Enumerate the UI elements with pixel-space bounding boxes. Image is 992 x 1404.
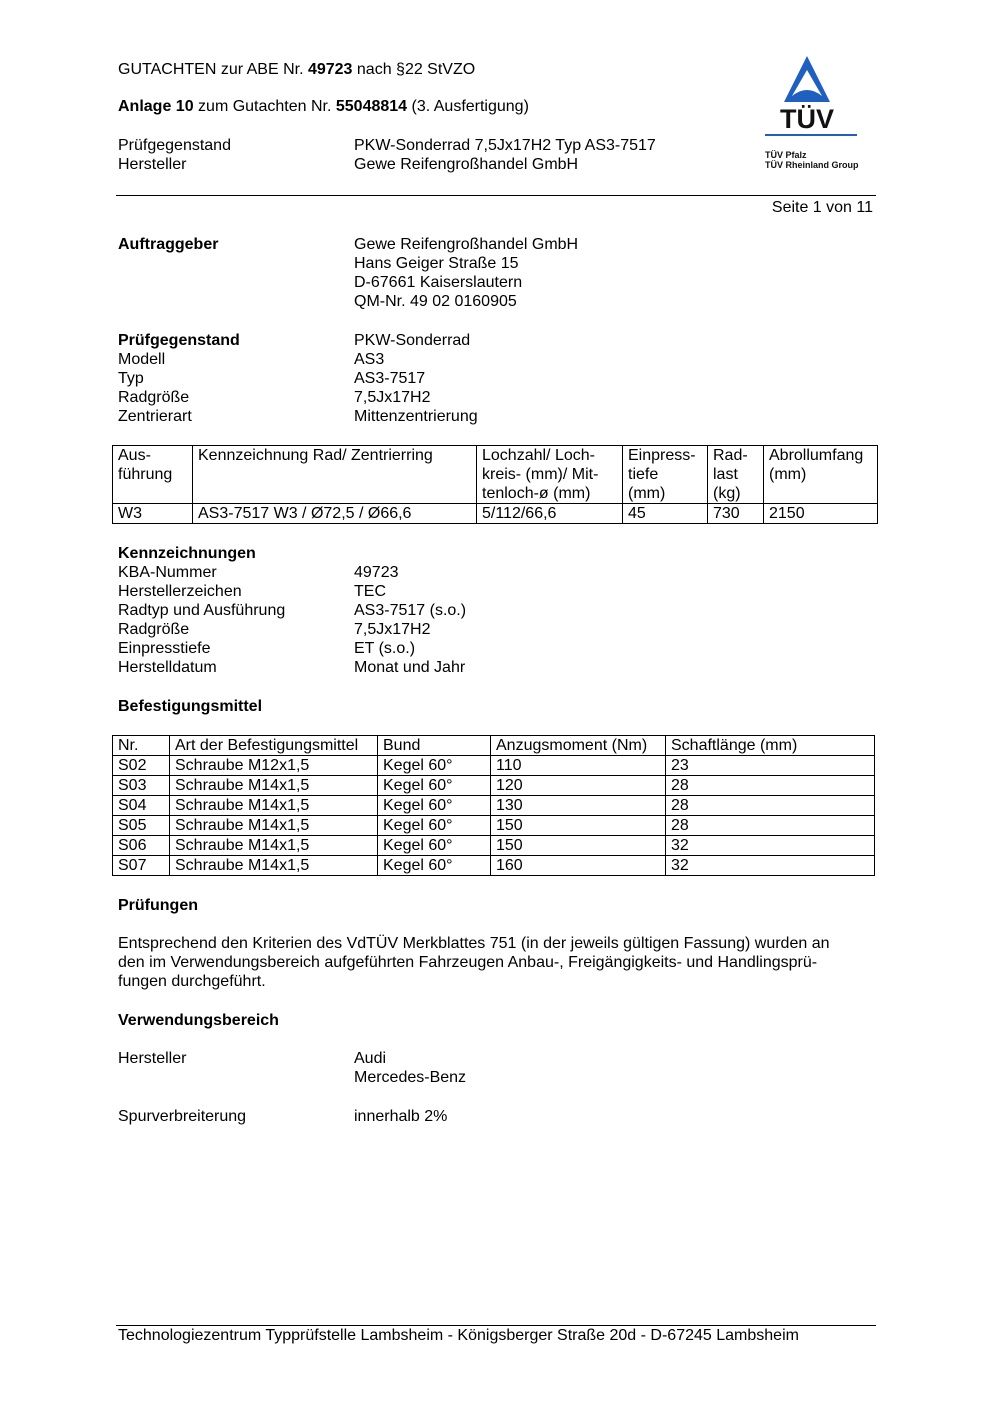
verwendungsbereich-heading: Verwendungsbereich <box>118 1012 279 1029</box>
table-row: S05 Schraube M14x1,5 Kegel 60° 150 28 <box>112 815 875 836</box>
document-title: GUTACHTEN zur ABE Nr. 49723 nach §22 StV… <box>118 61 476 78</box>
table-row: S03 Schraube M14x1,5 Kegel 60° 120 28 <box>112 775 875 796</box>
fastener-table: Nr. Art der Befestigungsmittel Bund Anzu… <box>112 735 875 876</box>
footer-divider <box>116 1325 876 1326</box>
table-row: S07 Schraube M14x1,5 Kegel 60° 160 32 <box>112 855 875 876</box>
annex-line: Anlage 10 zum Gutachten Nr. 55048814 (3.… <box>118 98 529 115</box>
table-row: S04 Schraube M14x1,5 Kegel 60° 130 28 <box>112 795 875 816</box>
svg-text:TÜV Pfalz: TÜV Pfalz <box>765 150 807 160</box>
pruefgegenstand-section: Prüfgegenstand PKW-Sonderrad Modell AS3 Ty… <box>118 332 478 425</box>
pruefungen-heading: Prüfungen <box>118 897 198 914</box>
befestigung-heading: Befestigungsmittel <box>118 698 263 715</box>
page-number: Seite 1 von 11 <box>771 199 873 216</box>
footer-address: Technologiezentrum Typprüfstelle Lambshe… <box>118 1327 799 1344</box>
tuv-logo: TÜV TÜV Pfalz TÜV Rheinland Group <box>752 54 862 179</box>
header-divider <box>116 195 876 196</box>
table-row: S02 Schraube M12x1,5 Kegel 60° 110 23 <box>112 755 875 776</box>
svg-text:TÜV Rheinland Group: TÜV Rheinland Group <box>765 160 859 170</box>
kennzeichnungen-section: Kennzeichnungen KBA-Nummer 49723 Herstell… <box>118 545 467 676</box>
pruefungen-text: Entsprechend den Kriterien des VdTÜV Mer… <box>118 935 830 990</box>
wheel-table: Aus- führung Kennzeichnung Rad/ Zentrier… <box>112 445 878 524</box>
table-header-row: Aus- führung Kennzeichnung Rad/ Zentrier… <box>112 445 878 504</box>
table-row: S06 Schraube M14x1,5 Kegel 60° 150 32 <box>112 835 875 856</box>
table-row: W3 AS3-7517 W3 / Ø72,5 / Ø66,6 5/112/66,6 4… <box>112 503 878 524</box>
table-header-row: Nr. Art der Befestigungsmittel Bund Anzu… <box>112 735 875 756</box>
svg-text:TÜV: TÜV <box>780 104 834 134</box>
tuv-triangle-icon: TÜV TÜV Pfalz TÜV Rheinland Group <box>765 56 859 170</box>
